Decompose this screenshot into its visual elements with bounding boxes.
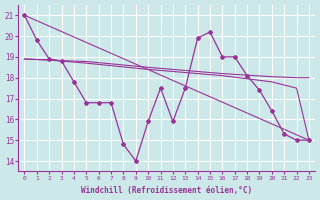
X-axis label: Windchill (Refroidissement éolien,°C): Windchill (Refroidissement éolien,°C)	[81, 186, 252, 195]
